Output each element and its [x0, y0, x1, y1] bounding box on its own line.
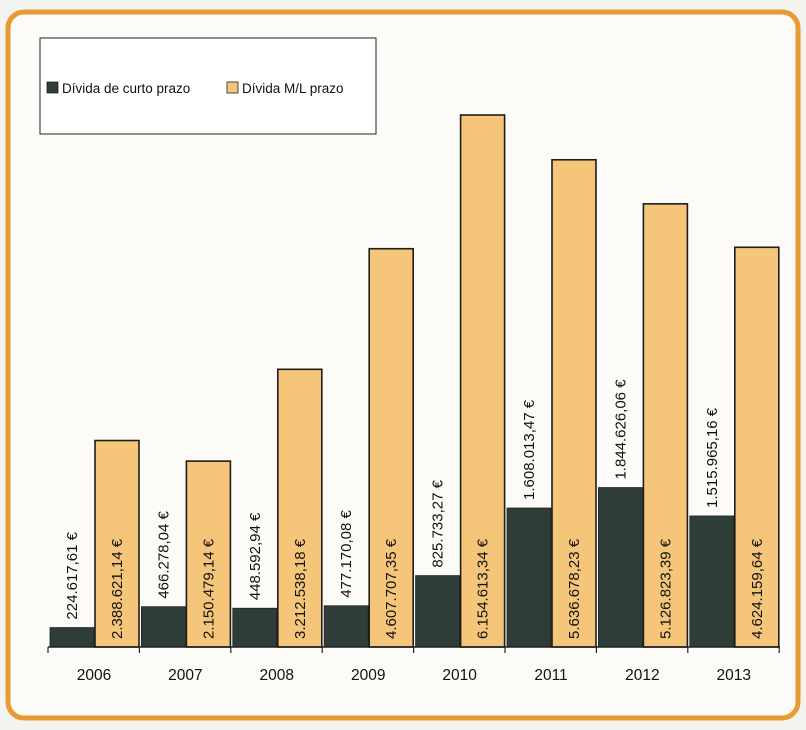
short-term-bars [49, 487, 735, 648]
x-tick-label-2013: 2013 [717, 667, 751, 684]
bar-long-term-2006 [94, 439, 140, 648]
data-label-short-term-2013: 1.515.965,16 € [704, 407, 721, 508]
bar-short-term-2012 [598, 487, 643, 648]
legend-box [39, 37, 377, 135]
legend-label-long-term: Dívida M/L prazo [242, 81, 344, 96]
bar-short-term-2008 [232, 607, 278, 648]
data-label-long-term-2011: 5.636.678,23 € [566, 538, 583, 639]
legend-swatch-long-term [226, 81, 239, 94]
data-label-long-term-2008: 3.212.538,18 € [292, 538, 309, 639]
bar-long-term-2012 [642, 203, 689, 648]
bar-short-term-2007 [140, 606, 186, 648]
data-label-long-term-2012: 5.126.823,39 € [657, 538, 674, 639]
bar-short-term-2011 [506, 507, 552, 648]
data-label-long-term-2013: 4.624.159,64 € [749, 538, 766, 639]
x-tick-label-2010: 2010 [442, 667, 477, 684]
data-labels: 224.617,61 € 2.388.621,14 € 466.278,04 € 2.… [64, 379, 766, 639]
data-label-short-term-2010: 825.733,27 € [430, 479, 447, 567]
bar-short-term-2010 [415, 575, 461, 648]
x-tick-label-2012: 2012 [625, 667, 659, 684]
data-label-short-term-2009: 477.170,08 € [338, 510, 355, 598]
data-label-short-term-2011: 1.608.013,47 € [521, 399, 538, 500]
bar-short-term-2006 [49, 627, 95, 648]
long-term-bars [94, 114, 780, 648]
data-label-long-term-2007: 2.150.479,14 € [200, 538, 217, 639]
data-label-long-term-2006: 2.388.621,14 € [109, 538, 126, 639]
legend-label-short-term: Dívida de curto prazo [62, 81, 190, 96]
data-label-short-term-2008: 448.592,94 € [247, 512, 264, 600]
bar-long-term-2010 [459, 114, 506, 648]
bar-short-term-2009 [323, 605, 369, 648]
x-tick-label-2007: 2007 [168, 667, 202, 684]
x-tick-label-2008: 2008 [260, 667, 294, 684]
bar-long-term-2008 [276, 368, 323, 648]
bar-long-term-2011 [551, 158, 597, 648]
legend: Dívida de curto prazo Dívida M/L prazo [39, 37, 377, 135]
x-tick-label-2011: 2011 [534, 667, 567, 684]
x-axis-ticks: 2006 2007 2008 2009 2010 2011 2012 2013 [47, 647, 780, 684]
data-label-long-term-2009: 4.607.707,35 € [383, 538, 400, 639]
data-label-short-term-2012: 1.844.626,06 € [612, 379, 629, 480]
data-label-short-term-2007: 466.278,04 € [155, 510, 172, 598]
x-tick-label-2009: 2009 [351, 667, 385, 684]
bar-long-term-2013 [733, 246, 780, 648]
bar-short-term-2013 [689, 515, 735, 648]
x-tick-label-2006: 2006 [77, 667, 111, 684]
legend-swatch-short-term [46, 81, 59, 94]
data-label-long-term-2010: 6.154.613,34 € [475, 538, 492, 639]
bar-long-term-2009 [368, 247, 415, 648]
data-label-short-term-2006: 224.617,61 € [64, 531, 81, 619]
